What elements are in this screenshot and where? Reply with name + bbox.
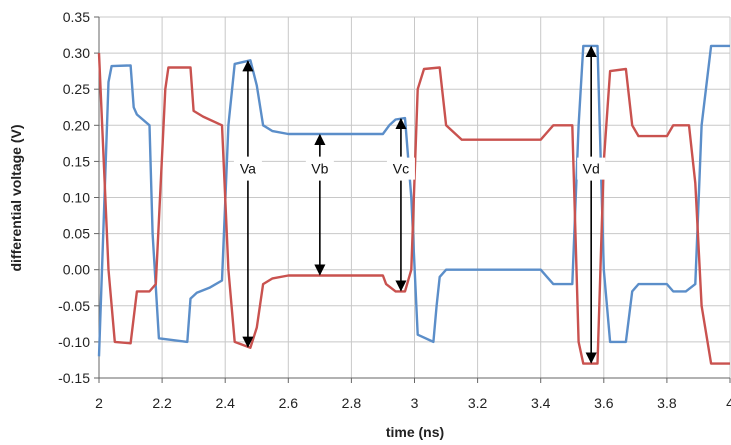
x-tick-label: 3.2 <box>468 395 488 411</box>
x-axis-title: time (ns) <box>386 424 444 440</box>
annotation-vc: Vc <box>386 117 415 292</box>
annotation-label-bg <box>577 157 606 180</box>
y-tick-label: -0.10 <box>58 334 90 350</box>
annotations: Va Vb Vc Vd <box>233 45 606 364</box>
x-tick-label: 2.8 <box>342 395 362 411</box>
y-tick-label: -0.15 <box>58 370 90 386</box>
grid <box>99 16 731 379</box>
x-tick-label: 3.8 <box>657 395 677 411</box>
annotation-label-bg <box>233 157 262 180</box>
annotation-vb: Vb <box>305 133 334 276</box>
x-tick-label: 2 <box>95 395 103 411</box>
x-tick-label: 4 <box>726 395 731 411</box>
x-tick-label: 2.6 <box>279 395 299 411</box>
x-tick-labels: 2 2.2 2.4 2.6 2.8 3 3.2 3.4 3.6 3.8 4 <box>95 395 731 411</box>
x-tick-label: 2.4 <box>215 395 235 411</box>
y-axis-title: differential voltage (V) <box>8 124 24 271</box>
y-tick-label: 0.00 <box>63 262 90 278</box>
y-tick-labels: -0.15 -0.10 -0.05 0.00 0.05 0.10 0.15 0.20 0.25 0… <box>58 9 90 386</box>
y-tick-label: -0.05 <box>58 298 90 314</box>
annotation-va: Va <box>233 60 262 348</box>
annotation-label: Va <box>240 161 256 177</box>
y-tick-label: 0.20 <box>63 117 90 133</box>
series-line-2 <box>97 53 730 365</box>
y-tick-label: 0.35 <box>63 9 90 25</box>
y-tick-label: 0.30 <box>63 45 90 61</box>
y-tick-label: 0.05 <box>63 226 90 242</box>
y-tick-label: 0.15 <box>63 153 90 169</box>
annotation-label: Vb <box>311 161 328 177</box>
x-tick-label: 2.2 <box>152 395 172 411</box>
x-tick-label: 3 <box>411 395 419 411</box>
y-tick-label: 0.10 <box>63 190 90 206</box>
x-tick-label: 3.4 <box>531 395 551 411</box>
annotation-label-bg <box>305 157 334 180</box>
y-tick-label: 0.25 <box>63 81 90 97</box>
annotation-vd: Vd <box>577 45 606 364</box>
x-tick-label: 3.6 <box>594 395 614 411</box>
annotation-label: Vc <box>393 161 409 177</box>
annotation-label: Vd <box>583 161 600 177</box>
annotation-label-bg <box>386 157 415 180</box>
